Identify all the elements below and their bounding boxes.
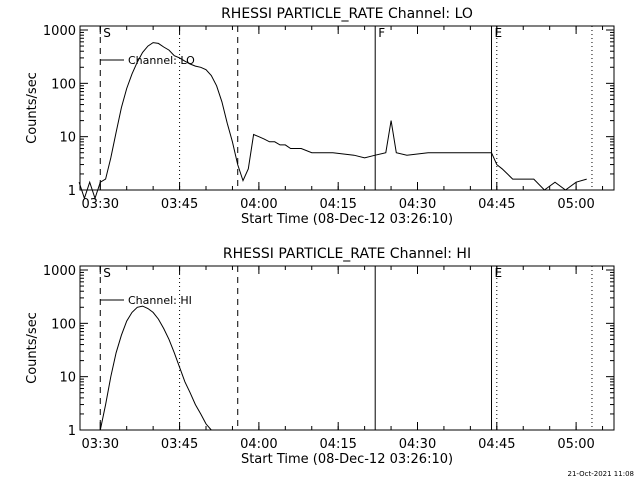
y-axis-label: Counts/sec [25,72,40,144]
event-marker-label: S [103,266,111,280]
plot-frame [79,25,615,191]
chart-title: RHESSI PARTICLE_RATE Channel: LO [221,6,473,22]
series-line [99,305,212,431]
x-tick-label: 03:30 [82,437,119,452]
x-tick-label: 04:15 [319,437,356,452]
x-tick-label: 03:45 [161,197,198,212]
x-tick-label: 04:30 [399,437,436,452]
x-tick-label: 04:45 [478,197,515,212]
legend-label: Channel: HI [128,294,192,307]
x-tick-label: 04:15 [319,197,356,212]
y-axis-label: Counts/sec [25,312,40,384]
x-axis-label: Start Time (08-Dec-12 03:26:10) [241,452,453,467]
event-marker-label: E [495,266,503,280]
plot-frame [79,265,615,431]
series-line [78,42,587,200]
y-tick-label: 1000 [43,24,76,39]
x-tick-label: 04:00 [240,197,277,212]
chart-panel-2: RHESSI PARTICLE_RATE Channel: HI 1 10 100 10… [25,246,615,467]
x-tick-label: 04:30 [399,197,436,212]
timestamp: 21-Oct-2021 11:08 [567,470,634,478]
x-tick-label: 04:45 [478,437,515,452]
y-tick-label: 1 [68,424,76,439]
event-marker-label: S [103,26,111,40]
chart-title: RHESSI PARTICLE_RATE Channel: HI [223,246,471,262]
x-tick-label: 03:30 [82,197,119,212]
x-tick-label: 04:00 [240,437,277,452]
y-tick-label: 1000 [43,264,76,279]
x-tick-label: 03:45 [161,437,198,452]
y-tick-label: 10 [59,131,76,146]
y-tick-label: 10 [59,371,76,386]
chart-panel-1: RHESSI PARTICLE_RATE Channel: LO 1 10 100 10… [25,6,615,227]
event-marker-label: E [495,26,503,40]
event-marker-label: F [378,26,385,40]
y-tick-label: 100 [51,77,76,92]
y-tick-label: 1 [68,184,76,199]
y-tick-label: 100 [51,317,76,332]
x-axis-label: Start Time (08-Dec-12 03:26:10) [241,212,453,227]
legend-label: Channel: LO [128,54,195,67]
x-tick-label: 05:00 [557,197,594,212]
x-tick-label: 05:00 [557,437,594,452]
